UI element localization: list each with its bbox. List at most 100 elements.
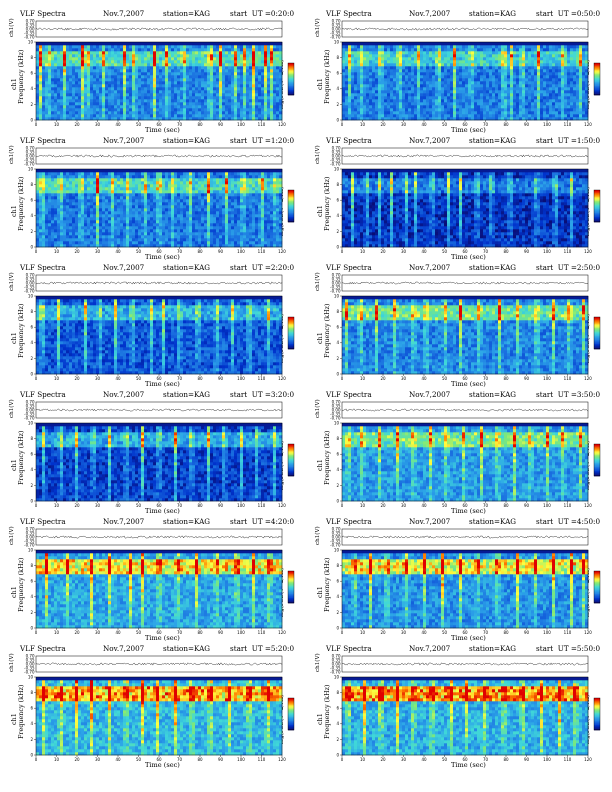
spectrogram-cell xyxy=(189,66,193,70)
spectrogram-cell xyxy=(414,60,418,64)
spectrogram-cell xyxy=(105,96,109,100)
spectrogram-cell xyxy=(444,63,448,67)
spectrogram-cell xyxy=(576,78,580,82)
spectrogram-cell xyxy=(201,108,205,112)
spectrogram-cell xyxy=(516,75,520,79)
spectrogram-cell xyxy=(561,78,565,82)
spectrogram-cell xyxy=(123,102,127,106)
spectrogram-cell xyxy=(366,54,370,58)
spectrogram-cell xyxy=(42,108,46,112)
spectrogram-cell xyxy=(117,69,121,73)
spectrogram-cell xyxy=(477,63,481,67)
spectrogram-cell xyxy=(126,105,130,109)
spectrogram-cell xyxy=(342,84,346,88)
spectrogram-cell xyxy=(495,96,499,100)
spectrogram-cell xyxy=(258,99,262,103)
spectrogram-cell xyxy=(414,78,418,82)
spectrogram-cell xyxy=(66,96,70,100)
spectrogram-cell xyxy=(213,72,217,76)
spectrogram-cell xyxy=(96,235,100,239)
spectrogram-cell xyxy=(237,66,241,70)
spectrogram-cell xyxy=(387,42,391,46)
spectrogram-cell xyxy=(561,51,565,55)
spectrogram-cell xyxy=(513,81,517,85)
spectrogram-cell xyxy=(255,84,259,88)
spectrogram-cell xyxy=(156,87,160,91)
spectrogram-cell xyxy=(579,114,583,118)
spectrogram-cell xyxy=(279,75,283,79)
spectrogram-cell xyxy=(78,84,82,88)
spectrogram-cell xyxy=(273,105,277,109)
spectrogram-cell xyxy=(231,81,235,85)
spectrogram-cell xyxy=(582,42,586,46)
spectrogram-cell xyxy=(162,96,166,100)
spectrogram-cell xyxy=(225,111,229,115)
spectrogram-cell xyxy=(150,114,154,118)
spectrogram-cell xyxy=(105,117,109,121)
spectrogram-cell xyxy=(72,60,76,64)
spectrogram-cell xyxy=(234,63,238,67)
spectrogram-cell xyxy=(525,51,529,55)
spectrogram-cell xyxy=(447,54,451,58)
spectrogram-cell xyxy=(99,105,103,109)
spectrogram-cell xyxy=(522,45,526,49)
spectrogram-cell xyxy=(42,42,46,46)
spectrogram-cell xyxy=(459,90,463,94)
spectrogram-cell xyxy=(495,90,499,94)
spectrogram-cell xyxy=(576,57,580,61)
spectrogram-cell xyxy=(354,45,358,49)
spectrogram-cell xyxy=(219,66,223,70)
spectrogram-cell xyxy=(399,72,403,76)
spectrogram-cell xyxy=(519,87,523,91)
spectrogram-cell xyxy=(495,66,499,70)
spectrogram-cell xyxy=(432,48,436,52)
spectrogram-cell xyxy=(48,51,52,55)
spectrogram-cell xyxy=(39,217,43,221)
spectrogram-cell xyxy=(432,72,436,76)
spectrogram-cell xyxy=(450,114,454,118)
spectrogram-cell xyxy=(72,226,76,230)
spectrogram-cell xyxy=(255,90,259,94)
spectrogram-cell xyxy=(159,51,163,55)
spectrogram-cell xyxy=(498,93,502,97)
spectrogram-cell xyxy=(57,172,61,176)
x-tick-label: 0 xyxy=(341,122,344,127)
spectrogram-cell xyxy=(210,105,214,109)
spectrogram-cell xyxy=(105,111,109,115)
spectrogram-cell xyxy=(36,208,40,212)
spectrogram-cell xyxy=(51,42,55,46)
spectrogram-cell xyxy=(582,63,586,67)
spectrogram-cell xyxy=(537,117,541,121)
spectrogram-cell xyxy=(126,51,130,55)
spectrogram-cell xyxy=(129,48,133,52)
spectrogram-cell xyxy=(210,96,214,100)
spectrogram-cell xyxy=(36,178,40,182)
spectrogram-cell xyxy=(447,117,451,121)
spectrogram-cell xyxy=(459,102,463,106)
spectrogram-cell xyxy=(117,78,121,82)
spectrogram-cell xyxy=(396,90,400,94)
spectrogram-cell xyxy=(405,105,409,109)
spectrogram-cell xyxy=(480,51,484,55)
spectrogram-cell xyxy=(63,220,67,224)
spectrogram-cell xyxy=(384,66,388,70)
spectrogram-cell xyxy=(255,114,259,118)
spectrogram-cell xyxy=(84,75,88,79)
spectrogram-cell xyxy=(174,69,178,73)
spectrogram-cell xyxy=(534,66,538,70)
spectrogram-cell xyxy=(471,72,475,76)
spectrogram-cell xyxy=(423,60,427,64)
spectrogram-cell xyxy=(360,117,364,121)
spectrogram-cell xyxy=(510,66,514,70)
spectrogram-cell xyxy=(237,105,241,109)
spectrogram-cell xyxy=(213,57,217,61)
spectrogram-cell xyxy=(162,114,166,118)
spectrogram-cell xyxy=(414,81,418,85)
spectrogram-cell xyxy=(210,81,214,85)
spectrogram-cell xyxy=(75,93,79,97)
spectrogram-cell xyxy=(36,111,40,115)
spectrogram-cell xyxy=(396,57,400,61)
spectrogram-cell xyxy=(186,42,190,46)
spectrogram-cell xyxy=(432,42,436,46)
spectrogram-cell xyxy=(507,51,511,55)
